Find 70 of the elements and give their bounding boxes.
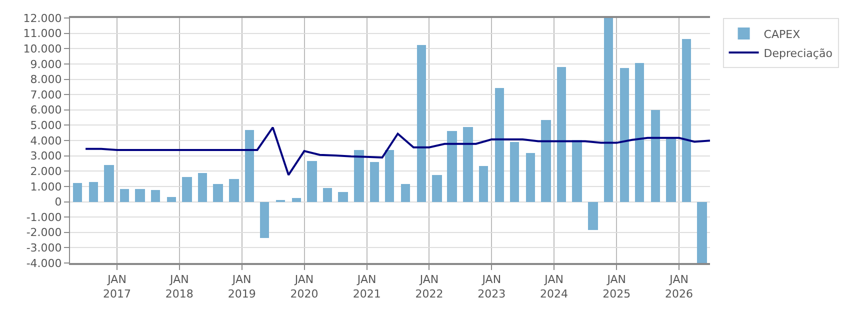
bar bbox=[338, 192, 348, 202]
bar bbox=[198, 173, 207, 202]
x-tick-label: JAN 2023 bbox=[478, 273, 506, 300]
bar bbox=[666, 138, 676, 202]
bar bbox=[604, 18, 613, 202]
y-tick-label: 5.000 bbox=[30, 119, 62, 132]
x-tick-label: JAN 2026 bbox=[665, 273, 694, 300]
bar bbox=[432, 175, 442, 202]
bar bbox=[307, 161, 317, 202]
y-tick-label: 8.000 bbox=[30, 73, 62, 86]
bar bbox=[151, 190, 160, 202]
bar bbox=[447, 131, 457, 202]
x-tick-label: JAN 2020 bbox=[290, 273, 318, 300]
bar bbox=[260, 202, 269, 238]
bar bbox=[572, 140, 582, 202]
y-tick-label: 9.000 bbox=[30, 58, 62, 71]
bar bbox=[463, 127, 473, 202]
x-tick-label: JAN 2019 bbox=[228, 273, 256, 300]
bar bbox=[135, 189, 145, 202]
bar bbox=[495, 88, 504, 202]
y-tick-label: -4.000 bbox=[26, 256, 62, 270]
y-tick-label: 6.000 bbox=[30, 104, 62, 117]
bar bbox=[541, 120, 551, 202]
bar bbox=[588, 202, 598, 230]
y-tick-label: 11.000 bbox=[23, 27, 62, 40]
bar bbox=[89, 182, 98, 202]
y-tick-label: 3.000 bbox=[30, 150, 62, 163]
y-tick-label: 12.000 bbox=[23, 12, 62, 25]
bar bbox=[229, 179, 239, 202]
y-tick-label: 2.000 bbox=[30, 164, 62, 178]
y-tick-label: 0 bbox=[54, 196, 62, 209]
bar bbox=[370, 162, 379, 202]
bar bbox=[73, 183, 82, 202]
y-tick-label: -1.000 bbox=[26, 210, 62, 224]
bar bbox=[245, 130, 254, 202]
bar bbox=[323, 188, 332, 202]
legend-label: CAPEX bbox=[764, 28, 801, 41]
bar bbox=[213, 184, 223, 202]
y-tick-label: 1.000 bbox=[30, 180, 62, 194]
bar bbox=[635, 63, 644, 202]
x-tick-label: JAN 2017 bbox=[103, 273, 132, 300]
bar bbox=[682, 39, 691, 202]
x-tick-label: JAN 2024 bbox=[540, 273, 568, 300]
y-tick-label: -2.000 bbox=[26, 226, 62, 240]
bar bbox=[292, 198, 301, 202]
line-series bbox=[84, 126, 710, 176]
x-tick-label: JAN 2021 bbox=[352, 273, 381, 300]
bar bbox=[526, 153, 535, 202]
bar bbox=[651, 110, 660, 202]
bar bbox=[510, 142, 519, 202]
bar bbox=[401, 184, 410, 202]
legend-label: Depreciação bbox=[764, 46, 833, 60]
y-tick-label: 7.000 bbox=[30, 88, 62, 102]
bar bbox=[557, 67, 566, 202]
x-tick-label: JAN 2025 bbox=[602, 273, 631, 300]
bar bbox=[479, 166, 488, 202]
y-tick-label: 10.000 bbox=[23, 42, 62, 56]
y-tick-label: -3.000 bbox=[26, 242, 62, 255]
bar bbox=[167, 197, 176, 202]
bar bbox=[620, 68, 629, 202]
bar bbox=[697, 202, 707, 263]
bar bbox=[417, 45, 426, 202]
x-tick-label: JAN 2018 bbox=[165, 273, 194, 300]
bar bbox=[354, 150, 364, 202]
x-tick-label: JAN 2022 bbox=[415, 273, 444, 300]
bar bbox=[182, 177, 192, 202]
bar bbox=[385, 150, 394, 202]
y-tick-label: 4.000 bbox=[30, 134, 62, 148]
bar bbox=[104, 165, 114, 202]
bar bbox=[120, 189, 129, 202]
